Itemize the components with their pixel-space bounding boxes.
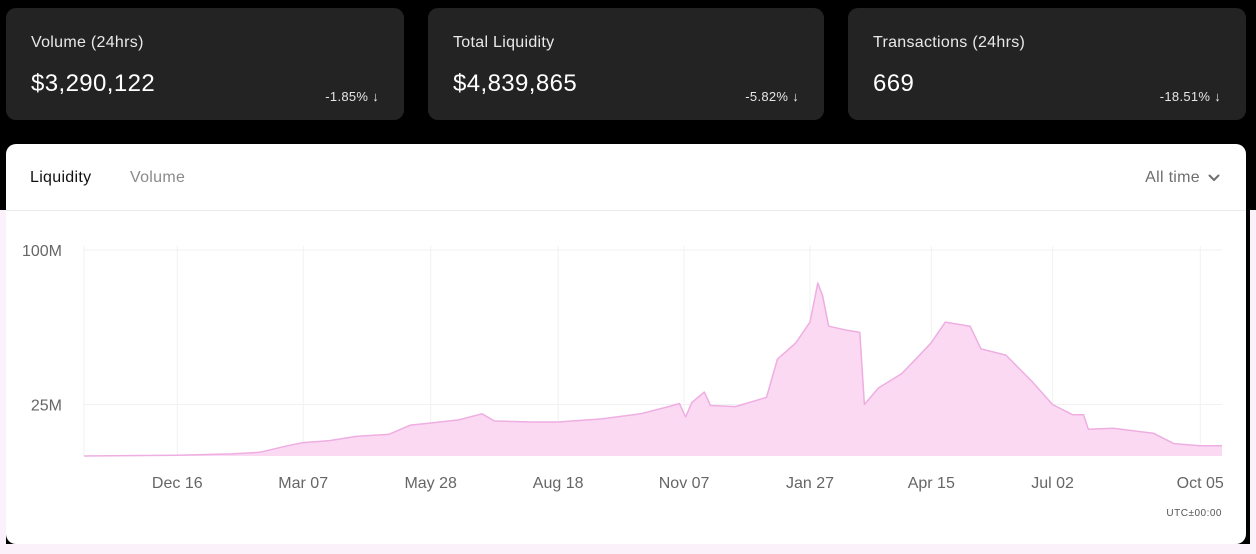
stat-label: Transactions (24hrs)	[873, 34, 1026, 51]
stat-change: -18.51% ↓	[1159, 89, 1221, 104]
chevron-down-icon	[1208, 174, 1220, 181]
stat-label: Total Liquidity	[453, 34, 555, 51]
tab-liquidity[interactable]: Liquidity	[30, 169, 92, 186]
x-tick-label: Dec 16	[152, 475, 203, 492]
timezone-note: UTC±00:00	[1166, 508, 1222, 519]
y-tick-label: 100M	[22, 243, 62, 260]
chart-panel: Liquidity Volume All time Dec 16 Mar 07 Ma…	[6, 144, 1246, 544]
stat-card-volume: Volume (24hrs) $3,290,122 -1.85% ↓	[6, 8, 404, 120]
stat-change: -5.82% ↓	[745, 89, 799, 104]
page-backdrop-left	[0, 210, 6, 554]
chart-svg: Dec 16 Mar 07 May 28 Aug 18 Nov 07 Jan 27 Apr …	[22, 243, 1224, 492]
liquidity-area	[84, 283, 1222, 456]
x-tick-label: Jan 27	[786, 475, 834, 492]
stat-card-transactions: Transactions (24hrs) 669 -18.51% ↓	[848, 8, 1246, 120]
stat-label: Volume (24hrs)	[31, 34, 144, 51]
stat-value: $3,290,122	[31, 70, 156, 97]
x-tick-label: Oct 05	[1177, 475, 1224, 492]
stat-value: 669	[873, 70, 915, 97]
liquidity-line	[83, 282, 1222, 457]
stat-change: -1.85% ↓	[325, 89, 379, 104]
liquidity-chart[interactable]: Dec 16 Mar 07 May 28 Aug 18 Nov 07 Jan 27 Apr …	[6, 212, 1246, 544]
stat-value: $4,839,865	[453, 70, 578, 97]
x-tick-label: Aug 18	[533, 475, 584, 492]
page-backdrop-right	[1250, 210, 1256, 554]
x-tick-label: Apr 15	[908, 475, 955, 492]
x-tick-label: Nov 07	[659, 475, 710, 492]
x-tick-label: May 28	[404, 475, 457, 492]
x-tick-label: Mar 07	[278, 475, 328, 492]
time-range-dropdown[interactable]: All time	[1145, 169, 1220, 187]
chart-tabs: Liquidity Volume All time	[6, 144, 1246, 211]
time-range-label: All time	[1145, 169, 1200, 186]
tab-volume[interactable]: Volume	[130, 169, 186, 186]
page-backdrop-bottom	[0, 544, 1256, 554]
y-tick-label: 25M	[31, 398, 62, 415]
stat-card-liquidity: Total Liquidity $4,839,865 -5.82% ↓	[428, 8, 824, 120]
x-tick-label: Jul 02	[1031, 475, 1074, 492]
